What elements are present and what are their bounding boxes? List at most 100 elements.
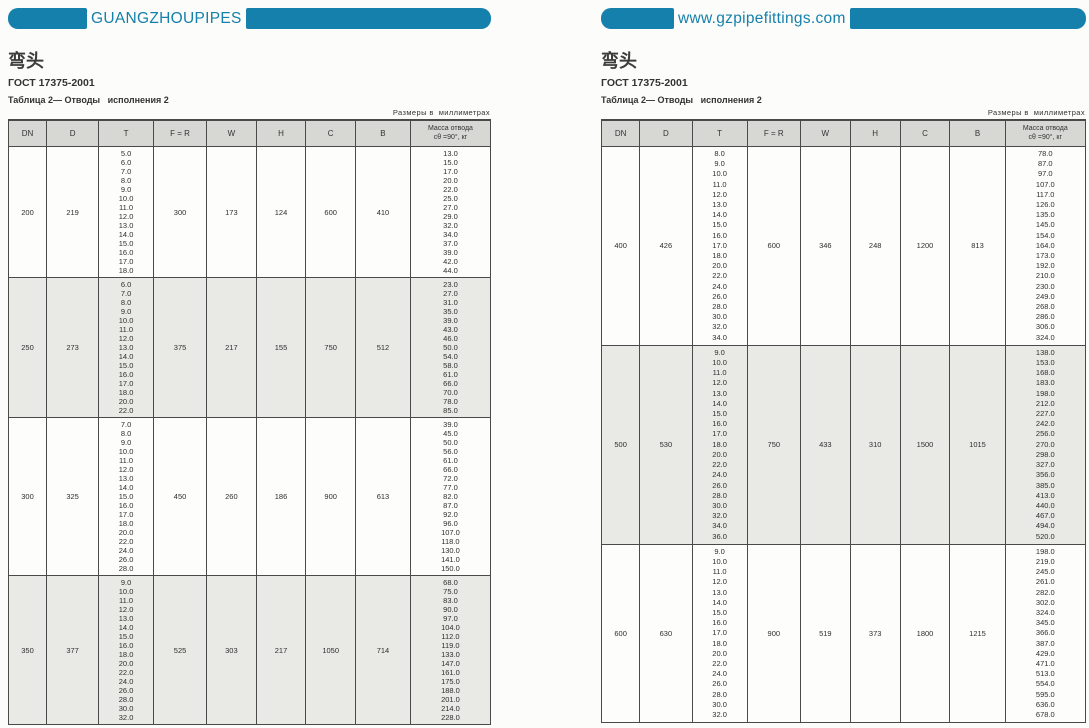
cell-mass: 138.0 153.0 168.0 183.0 198.0 212.0 227.0 242.0…	[1004, 344, 1087, 545]
col-header-h: H	[849, 119, 901, 147]
cell-t: 9.0 10.0 11.0 12.0 13.0 14.0 15.0 16.0 17.0 18.0 2…	[691, 344, 748, 545]
standard-ref: ГОСТ 17375-2001	[601, 77, 688, 89]
table-row-dn-300: 300 325 7.0 8.0 9.0 10.0 11.0 12.0 13.0 14.0 15.0 1…	[7, 417, 492, 576]
col-header-b: B	[354, 119, 411, 147]
cell-f-r: 900	[746, 543, 801, 724]
col-header-fr: F = R	[153, 119, 208, 147]
cell-w: 173	[206, 146, 257, 278]
units-note: Размеры в миллиметрах	[987, 108, 1085, 117]
cell-mass: 13.0 15.0 17.0 20.0 22.0 25.0 27.0 29.0 32.0 34.0…	[409, 146, 492, 278]
col-header-t: T	[98, 119, 155, 147]
cell-h: 124	[255, 146, 307, 278]
banner-bar-right	[849, 7, 1086, 29]
cell-t: 6.0 7.0 8.0 9.0 10.0 11.0 12.0 13.0 14.0 15.0 16.0…	[98, 277, 155, 418]
cell-f-r: 750	[746, 344, 801, 545]
cell-b: 1215	[949, 543, 1006, 724]
banner-bar-left	[601, 7, 674, 29]
cell-b: 813	[949, 146, 1006, 346]
table-caption: Таблица 2— Отводы исполнения 2	[601, 95, 762, 105]
cell-b: 1015	[949, 344, 1006, 545]
cell-h: 373	[849, 543, 901, 724]
cell-h: 310	[849, 344, 901, 545]
cell-dn: 600	[600, 543, 641, 724]
cell-mass: 198.0 219.0 245.0 261.0 282.0 302.0 324.0 345.0…	[1004, 543, 1087, 724]
cell-f-r: 525	[153, 575, 208, 725]
catalog-page-right: www.gzpipefittings.com 弯头 ГОСТ 17375-200…	[600, 0, 1087, 728]
header-banner: www.gzpipefittings.com	[601, 7, 1086, 29]
cell-c: 1800	[899, 543, 951, 724]
cell-c: 1050	[305, 575, 356, 725]
col-header-d: D	[639, 119, 693, 147]
cell-dn: 350	[7, 575, 48, 725]
cell-d: 219	[46, 146, 100, 278]
cell-d: 273	[46, 277, 100, 418]
col-header-b: B	[949, 119, 1006, 147]
cell-f-r: 450	[153, 417, 208, 576]
cell-b: 410	[354, 146, 411, 278]
cell-f-r: 300	[153, 146, 208, 278]
col-header-mass: Масса отвода сθ =90°, кг	[1004, 119, 1087, 147]
col-header-c: C	[899, 119, 951, 147]
col-header-fr: F = R	[746, 119, 801, 147]
col-header-w: W	[206, 119, 257, 147]
col-header-mass: Масса отвода сθ =90°, кг	[409, 119, 492, 147]
cell-d: 325	[46, 417, 100, 576]
cell-b: 512	[354, 277, 411, 418]
cell-t: 8.0 9.0 10.0 11.0 12.0 13.0 14.0 15.0 16.0 17.0 18…	[691, 146, 748, 346]
col-header-dn: DN	[600, 119, 641, 147]
cell-b: 714	[354, 575, 411, 725]
page-title: 弯头	[8, 51, 44, 71]
cell-t: 5.0 6.0 7.0 8.0 9.0 10.0 11.0 12.0 13.0 14.0 15.0 1…	[98, 146, 155, 278]
cell-c: 750	[305, 277, 356, 418]
banner-bar-left	[8, 7, 87, 29]
units-note: Размеры в миллиметрах	[392, 108, 490, 117]
cell-h: 155	[255, 277, 307, 418]
standard-ref: ГОСТ 17375-2001	[8, 77, 95, 89]
cell-w: 346	[799, 146, 851, 346]
elbow-dimensions-table: DN D T F = R W H C B Масса отвода сθ =90°…	[600, 119, 1087, 724]
cell-mass: 78.0 87.0 97.0 107.0 117.0 126.0 135.0 145.0 154…	[1004, 146, 1087, 346]
cell-f-r: 375	[153, 277, 208, 418]
banner-brand-text: GUANGZHOUPIPES	[91, 9, 242, 27]
catalog-page-left: GUANGZHOUPIPES 弯头 ГОСТ 17375-2001 Таблиц…	[7, 0, 492, 728]
cell-d: 530	[639, 344, 693, 545]
elbow-dimensions-table: DN D T F = R W H C B Масса отвода сθ =90°…	[7, 119, 492, 725]
cell-t: 7.0 8.0 9.0 10.0 11.0 12.0 13.0 14.0 15.0 16.0 17.…	[98, 417, 155, 576]
cell-d: 426	[639, 146, 693, 346]
cell-c: 600	[305, 146, 356, 278]
cell-w: 433	[799, 344, 851, 545]
page-title: 弯头	[601, 51, 637, 71]
cell-c: 1500	[899, 344, 951, 545]
table-row-dn-500: 500 530 9.0 10.0 11.0 12.0 13.0 14.0 15.0 16.0 17.…	[600, 344, 1087, 545]
cell-w: 260	[206, 417, 257, 576]
cell-mass: 39.0 45.0 50.0 56.0 61.0 66.0 72.0 77.0 82.0 87.0…	[409, 417, 492, 576]
col-header-dn: DN	[7, 119, 48, 147]
cell-c: 1200	[899, 146, 951, 346]
cell-dn: 250	[7, 277, 48, 418]
col-header-w: W	[799, 119, 851, 147]
cell-dn: 400	[600, 146, 641, 346]
banner-bar-right	[245, 7, 491, 29]
cell-w: 217	[206, 277, 257, 418]
table-row-dn-600: 600 630 9.0 10.0 11.0 12.0 13.0 14.0 15.0 16.0 17.…	[600, 543, 1087, 724]
cell-d: 377	[46, 575, 100, 725]
cell-t: 9.0 10.0 11.0 12.0 13.0 14.0 15.0 16.0 18.0 20.0 2…	[98, 575, 155, 725]
table-row-dn-400: 400 426 8.0 9.0 10.0 11.0 12.0 13.0 14.0 15.0 16.0…	[600, 146, 1087, 346]
cell-dn: 200	[7, 146, 48, 278]
col-header-t: T	[691, 119, 748, 147]
table-caption: Таблица 2— Отводы исполнения 2	[8, 95, 169, 105]
cell-dn: 300	[7, 417, 48, 576]
cell-f-r: 600	[746, 146, 801, 346]
cell-dn: 500	[600, 344, 641, 545]
cell-w: 303	[206, 575, 257, 725]
cell-mass: 68.0 75.0 83.0 90.0 97.0 104.0 112.0 119.0 133.0…	[409, 575, 492, 725]
cell-d: 630	[639, 543, 693, 724]
col-header-h: H	[255, 119, 307, 147]
col-header-c: C	[305, 119, 356, 147]
cell-c: 900	[305, 417, 356, 576]
table-header-row: DN D T F = R W H C B Масса отвода сθ =90°…	[7, 119, 492, 147]
cell-t: 9.0 10.0 11.0 12.0 13.0 14.0 15.0 16.0 17.0 18.0 2…	[691, 543, 748, 724]
col-header-d: D	[46, 119, 100, 147]
cell-h: 248	[849, 146, 901, 346]
cell-w: 519	[799, 543, 851, 724]
